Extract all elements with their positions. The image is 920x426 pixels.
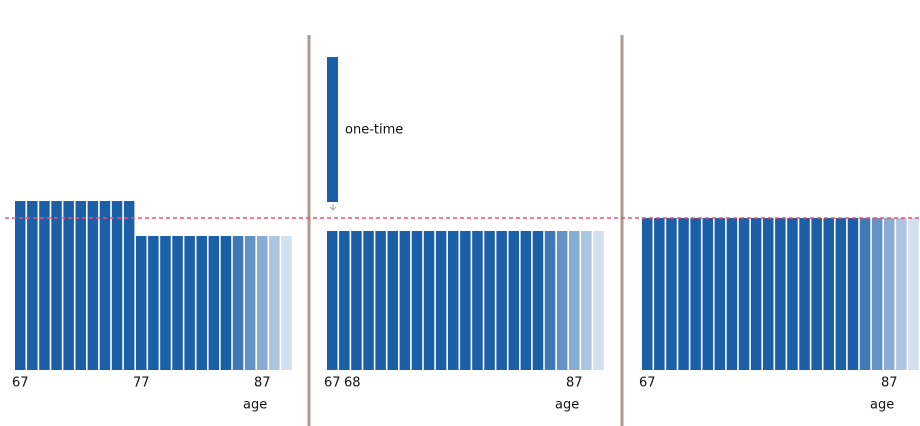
bar — [666, 218, 677, 370]
bar — [244, 236, 256, 370]
bar — [411, 231, 423, 370]
bar — [581, 231, 592, 370]
tick-label: 67 — [639, 376, 656, 391]
bar — [569, 231, 580, 370]
bar — [642, 218, 653, 370]
bars — [15, 201, 919, 370]
bar — [208, 236, 220, 370]
bar — [726, 218, 738, 370]
bar — [775, 218, 786, 370]
bar — [269, 236, 280, 370]
bar — [99, 201, 111, 370]
bar — [281, 236, 292, 370]
tick-label: 68 — [344, 376, 361, 391]
bar — [823, 218, 834, 370]
bar — [63, 201, 74, 370]
annotation: one-time — [345, 123, 403, 138]
bar — [351, 231, 362, 370]
bar — [787, 218, 798, 370]
axis-label: age — [870, 398, 894, 413]
bar — [172, 236, 183, 370]
bar — [148, 236, 159, 370]
bar — [678, 218, 689, 370]
bar — [257, 236, 268, 370]
arrow — [329, 204, 337, 211]
tick-label: 87 — [566, 376, 583, 391]
bar — [871, 218, 883, 370]
bar — [593, 231, 604, 370]
bar — [232, 236, 244, 370]
bar — [556, 231, 568, 370]
tick-label: 87 — [881, 376, 898, 391]
bar — [896, 218, 907, 370]
bar — [532, 231, 544, 370]
bar — [448, 231, 459, 370]
bar — [738, 218, 750, 370]
bar — [496, 231, 507, 370]
bar — [472, 231, 483, 370]
bar — [435, 231, 447, 370]
bar — [87, 201, 99, 370]
one-time-bar — [327, 57, 338, 202]
bar — [375, 231, 386, 370]
bar — [544, 231, 556, 370]
bar — [27, 201, 38, 370]
bar — [714, 218, 726, 370]
bar — [387, 231, 398, 370]
bar — [111, 201, 123, 370]
bar — [908, 218, 919, 370]
bar — [136, 236, 147, 370]
bar — [690, 218, 701, 370]
bar — [811, 218, 822, 370]
bar — [75, 201, 86, 370]
bar — [702, 218, 713, 370]
tick-label: 87 — [254, 376, 271, 391]
bar — [484, 231, 495, 370]
bar — [508, 231, 519, 370]
bar — [763, 218, 774, 370]
bar — [327, 231, 338, 370]
bar — [220, 236, 232, 370]
axis-label: age — [555, 398, 579, 413]
bar — [184, 236, 195, 370]
bar — [884, 218, 895, 370]
bar — [847, 218, 859, 370]
tick-label: 67 — [12, 376, 29, 391]
bar — [423, 231, 435, 370]
bar — [520, 231, 532, 370]
tick-label: 77 — [133, 376, 150, 391]
bar — [363, 231, 374, 370]
bar — [39, 201, 50, 370]
bar — [799, 218, 810, 370]
bar — [51, 201, 62, 370]
bar — [15, 201, 26, 370]
bar — [750, 218, 762, 370]
axis-label: age — [243, 398, 267, 413]
bar — [399, 231, 411, 370]
bar — [460, 231, 471, 370]
bar — [196, 236, 207, 370]
bar — [339, 231, 350, 370]
tick-label: 67 — [324, 376, 341, 391]
bar — [160, 236, 171, 370]
bar — [859, 218, 871, 370]
bar — [654, 218, 665, 370]
bar — [835, 218, 847, 370]
bar — [123, 201, 135, 370]
